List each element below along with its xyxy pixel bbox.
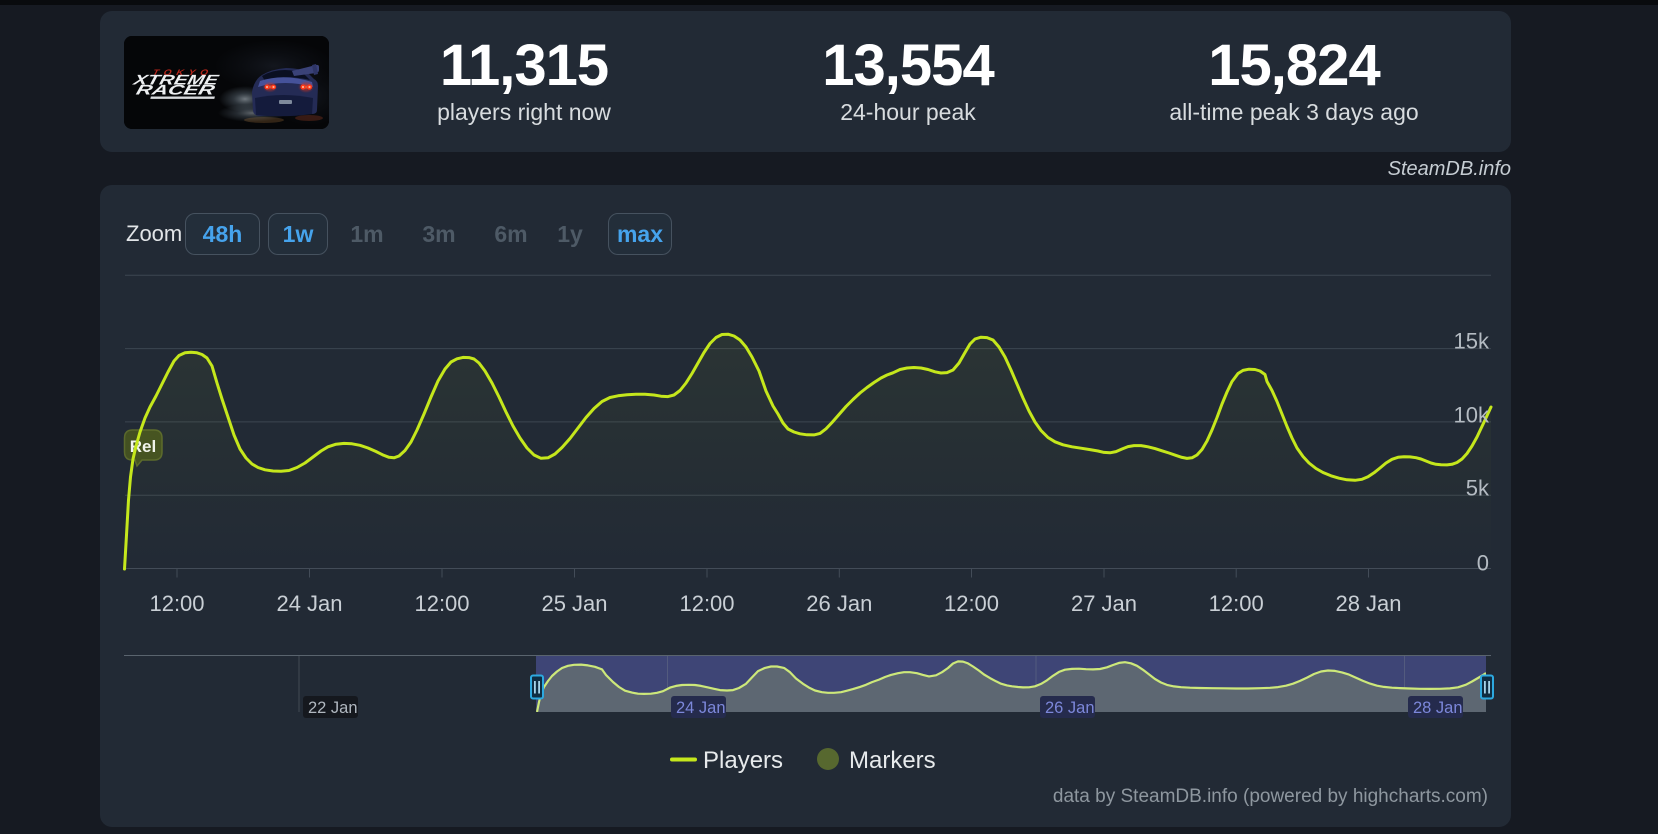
svg-text:5k: 5k <box>1466 476 1490 501</box>
svg-text:27 Jan: 27 Jan <box>1071 591 1137 616</box>
svg-text:28 Jan: 28 Jan <box>1413 699 1463 717</box>
svg-text:RACER: RACER <box>134 83 217 99</box>
svg-text:XTREME: XTREME <box>131 73 221 89</box>
svg-text:Markers: Markers <box>849 747 936 774</box>
svg-text:28 Jan: 28 Jan <box>1335 591 1401 616</box>
svg-text:data by SteamDB.info (powered: data by SteamDB.info (powered by highcha… <box>1053 786 1488 807</box>
svg-text:Players: Players <box>703 747 783 774</box>
svg-text:24 Jan: 24 Jan <box>676 699 726 717</box>
svg-text:12:00: 12:00 <box>149 591 204 616</box>
svg-text:22 Jan: 22 Jan <box>308 699 358 717</box>
svg-text:0: 0 <box>1477 551 1489 576</box>
svg-text:26 Jan: 26 Jan <box>1045 699 1095 717</box>
svg-text:12:00: 12:00 <box>944 591 999 616</box>
svg-text:12:00: 12:00 <box>1209 591 1264 616</box>
svg-text:12:00: 12:00 <box>414 591 469 616</box>
svg-text:10k: 10k <box>1454 403 1490 428</box>
svg-text:25 Jan: 25 Jan <box>541 591 607 616</box>
svg-text:15k: 15k <box>1454 329 1490 354</box>
svg-text:12:00: 12:00 <box>679 591 734 616</box>
svg-text:26 Jan: 26 Jan <box>806 591 872 616</box>
svg-text:24 Jan: 24 Jan <box>276 591 342 616</box>
svg-text:TOKYO: TOKYO <box>152 68 214 77</box>
